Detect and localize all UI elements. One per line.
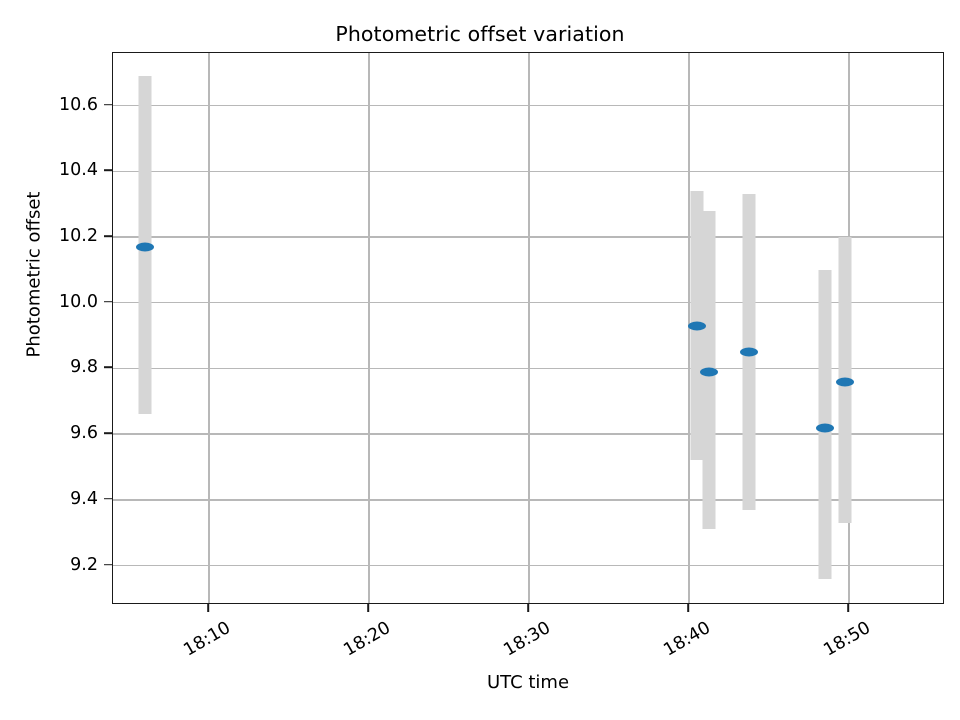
data-point[interactable] — [136, 242, 154, 252]
data-point[interactable] — [688, 321, 706, 331]
y-tick-mark — [104, 235, 112, 237]
gridline-vertical — [528, 53, 530, 603]
gridline-horizontal — [113, 433, 943, 435]
gridline-horizontal — [113, 236, 943, 238]
gridline-horizontal — [113, 367, 943, 370]
gridline-vertical — [208, 53, 210, 603]
y-tick-mark — [104, 300, 112, 303]
y-tick-mark — [104, 432, 112, 434]
x-tick-mark — [687, 604, 689, 612]
chart-title: Photometric offset variation — [335, 22, 625, 46]
plot-area — [112, 52, 944, 604]
y-tick-mark — [104, 498, 112, 500]
y-tick-label: 10.2 — [59, 226, 98, 246]
gridline-horizontal — [113, 564, 943, 567]
data-point[interactable] — [700, 367, 718, 377]
data-point[interactable] — [836, 377, 854, 387]
y-tick-label: 9.6 — [70, 423, 98, 444]
y-tick-mark — [104, 563, 112, 566]
gridline-horizontal — [113, 302, 943, 304]
x-tick-mark — [207, 604, 209, 612]
y-tick-label: 9.8 — [70, 357, 98, 378]
y-tick-mark — [104, 103, 112, 106]
x-tick-label: 18:10 — [180, 618, 234, 661]
y-tick-label: 10.6 — [59, 94, 98, 115]
y-tick-label: 10.4 — [59, 160, 98, 181]
y-tick-label: 9.2 — [70, 554, 98, 575]
x-tick-label: 18:40 — [660, 618, 714, 661]
y-tick-mark — [104, 366, 112, 369]
data-point[interactable] — [740, 347, 758, 357]
x-tick-label: 18:20 — [340, 618, 394, 661]
y-tick-label: 10.0 — [59, 291, 98, 312]
x-tick-label: 18:50 — [820, 618, 874, 661]
y-tick-label: 9.4 — [70, 488, 98, 509]
gridline-horizontal — [113, 499, 943, 501]
x-tick-mark — [847, 604, 849, 612]
x-tick-label: 18:30 — [500, 618, 554, 661]
x-axis-label: UTC time — [486, 672, 570, 693]
gridline-vertical — [368, 53, 370, 603]
y-tick-mark — [104, 169, 112, 172]
x-tick-mark — [367, 604, 369, 612]
gridline-horizontal — [113, 104, 943, 107]
x-tick-mark — [527, 604, 529, 612]
data-point[interactable] — [816, 423, 834, 433]
gridline-horizontal — [113, 170, 943, 172]
